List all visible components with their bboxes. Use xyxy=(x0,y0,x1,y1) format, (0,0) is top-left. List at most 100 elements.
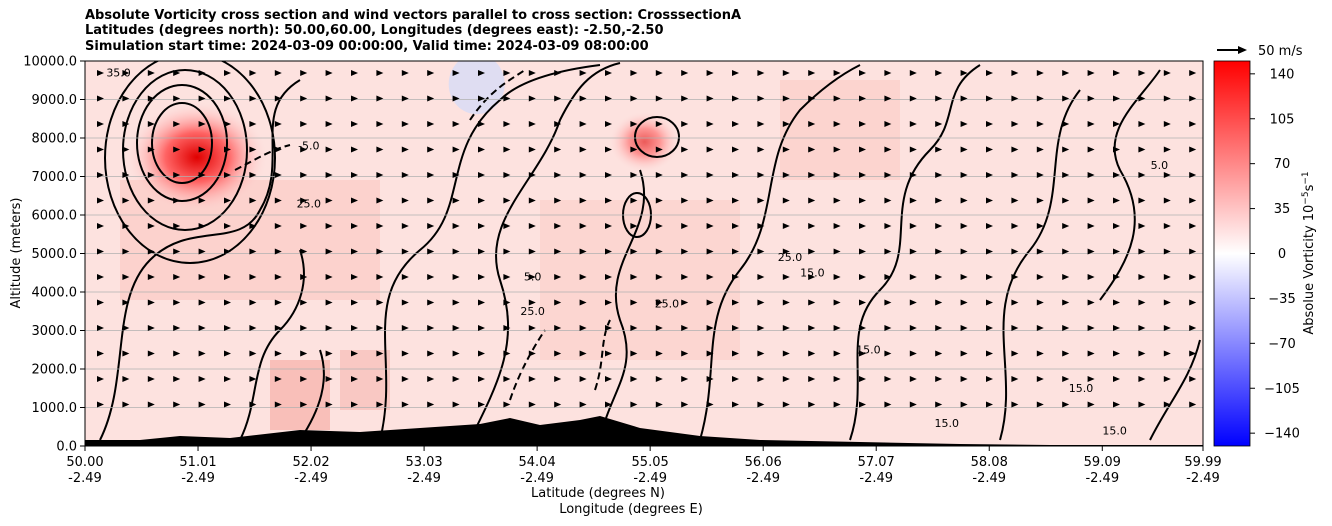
wind-vector xyxy=(300,274,308,280)
wind-vector xyxy=(452,95,460,102)
x-tick-label-lat: 50.00 xyxy=(66,455,103,470)
colorbar-label-unit: s xyxy=(1302,184,1317,191)
wind-vector xyxy=(833,325,841,331)
wind-vector xyxy=(1138,376,1146,382)
wind-vector xyxy=(655,70,663,76)
wind-vector xyxy=(198,95,206,102)
wind-vector xyxy=(554,121,562,127)
wind-vector xyxy=(859,248,866,255)
wind-vector xyxy=(1036,172,1044,178)
wind-vector xyxy=(1062,70,1070,76)
wind-vector xyxy=(884,121,892,127)
wind-vector xyxy=(376,197,384,204)
wind-vector xyxy=(452,223,460,229)
vorticity-maximum xyxy=(126,102,267,213)
wind-vector xyxy=(1087,70,1095,76)
wind-vector xyxy=(528,121,536,127)
wind-vector xyxy=(503,172,511,178)
wind-vector xyxy=(224,401,231,408)
wind-vector xyxy=(224,95,231,102)
wind-vector xyxy=(452,70,460,76)
wind-vector xyxy=(732,325,739,331)
colorbar-label-text: Absolue Vorticity 10 xyxy=(1302,205,1317,335)
contour-label: 25.0 xyxy=(655,297,680,310)
y-axis-label: Altitude (meters) xyxy=(9,198,24,309)
wind-vector xyxy=(325,172,333,178)
wind-vector xyxy=(97,70,104,76)
wind-vector xyxy=(1163,70,1171,76)
wind-vector xyxy=(554,172,562,178)
contour-label: 35.0 xyxy=(106,66,131,79)
wind-vector xyxy=(478,197,485,204)
wind-vector xyxy=(909,197,917,204)
wind-vector xyxy=(1036,197,1044,204)
chart-title-line-3: Simulation start time: 2024-03-09 00:00:… xyxy=(85,39,649,54)
wind-vector xyxy=(554,95,562,102)
wind-vector xyxy=(554,325,562,331)
wind-vector xyxy=(122,121,130,127)
wind-vector xyxy=(300,197,308,204)
wind-vector xyxy=(427,350,435,357)
wind-vector xyxy=(909,350,917,357)
wind-vector xyxy=(147,401,155,408)
wind-vector xyxy=(579,70,587,76)
wind-vector xyxy=(681,223,689,229)
wind-vector xyxy=(249,350,257,357)
wind-vector xyxy=(884,70,892,76)
wind-vector xyxy=(198,172,206,178)
wind-vector xyxy=(1087,274,1095,280)
wind-vector xyxy=(198,299,206,306)
wind-vector xyxy=(503,274,511,280)
wind-vector xyxy=(1036,223,1044,229)
wind-vector xyxy=(478,401,485,408)
wind-vector xyxy=(1138,70,1146,76)
wind-vector xyxy=(528,274,536,280)
wind-vector xyxy=(757,376,765,382)
wind-vector xyxy=(960,197,968,204)
wind-vector xyxy=(605,350,612,357)
wind-vector xyxy=(401,121,409,127)
wind-vector xyxy=(1113,95,1120,102)
wind-vector xyxy=(528,299,536,306)
wind-vector xyxy=(655,350,663,357)
wind-vector xyxy=(249,70,257,76)
wind-vector xyxy=(859,223,866,229)
wind-vector xyxy=(478,95,485,102)
contour-line xyxy=(151,102,213,184)
wind-vector xyxy=(681,350,689,357)
wind-vector xyxy=(986,70,993,76)
wind-vector xyxy=(528,95,536,102)
wind-vector xyxy=(986,325,993,331)
wind-vector xyxy=(554,350,562,357)
wind-vector xyxy=(351,121,358,127)
wind-vector xyxy=(198,325,206,331)
wind-vector xyxy=(1087,223,1095,229)
wind-vector xyxy=(1189,299,1197,306)
wind-vector xyxy=(325,70,333,76)
wind-vector xyxy=(1189,121,1197,127)
wind-vector xyxy=(681,248,689,255)
x-axis-label-latitude: Latitude (degrees N) xyxy=(531,486,665,501)
wind-vector xyxy=(1138,350,1146,357)
wind-vector xyxy=(605,299,612,306)
wind-vector xyxy=(579,325,587,331)
wind-vector xyxy=(630,274,638,280)
y-tick-label: 4000.0 xyxy=(32,286,78,301)
wind-vector xyxy=(122,325,130,331)
wind-vector xyxy=(274,223,282,229)
wind-vector xyxy=(1163,299,1171,306)
wind-vector xyxy=(97,350,104,357)
wind-vector xyxy=(1163,248,1171,255)
wind-vector xyxy=(884,350,892,357)
wind-vector xyxy=(681,376,689,382)
wind-vector xyxy=(376,401,384,408)
wind-vector xyxy=(960,274,968,280)
wind-vector xyxy=(528,350,536,357)
colorbar xyxy=(1213,60,1251,447)
wind-vector xyxy=(97,121,104,127)
wind-vector xyxy=(732,95,739,102)
wind-vector xyxy=(1113,146,1120,153)
wind-vector xyxy=(173,401,181,408)
wind-vector xyxy=(681,121,689,127)
wind-vector xyxy=(274,121,282,127)
